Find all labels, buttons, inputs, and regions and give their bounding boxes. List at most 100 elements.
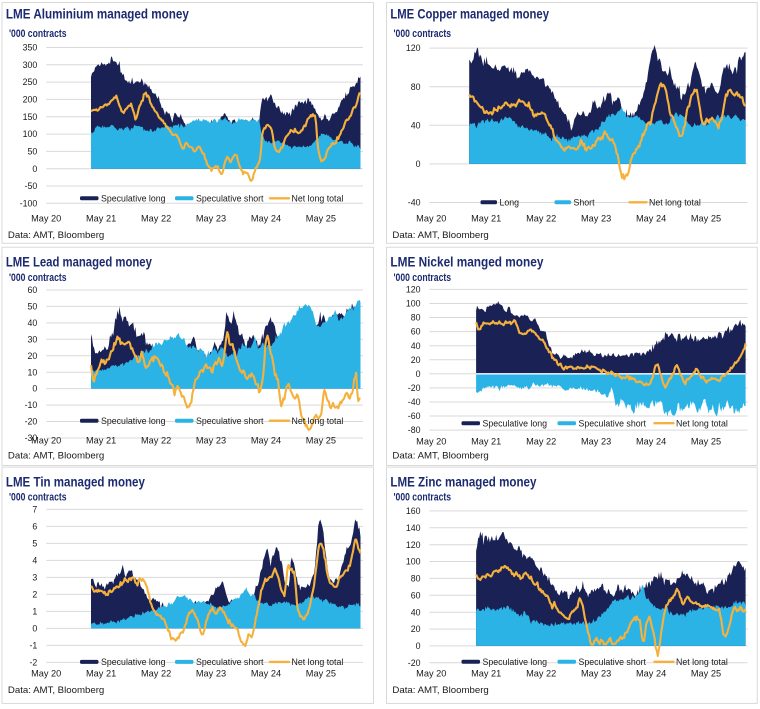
- svg-text:50: 50: [28, 147, 38, 157]
- svg-text:May 20: May 20: [416, 437, 446, 447]
- svg-text:LME Aluminium managed money: LME Aluminium managed money: [6, 7, 189, 22]
- svg-text:-10: -10: [25, 400, 38, 410]
- svg-text:80: 80: [411, 313, 421, 323]
- svg-text:May 23: May 23: [581, 668, 611, 678]
- svg-text:May 22: May 22: [141, 436, 171, 446]
- svg-text:-20: -20: [25, 417, 38, 427]
- svg-text:350: 350: [23, 43, 38, 53]
- svg-text:140: 140: [406, 523, 421, 533]
- svg-text:May 22: May 22: [526, 668, 556, 678]
- svg-text:-100: -100: [20, 198, 38, 208]
- svg-text:40: 40: [411, 341, 421, 351]
- svg-text:160: 160: [406, 506, 421, 516]
- svg-text:May 22: May 22: [141, 214, 171, 224]
- svg-text:100: 100: [406, 557, 421, 567]
- svg-text:Speculative short: Speculative short: [196, 416, 264, 426]
- svg-text:May 21: May 21: [86, 668, 116, 678]
- svg-text:300: 300: [23, 60, 38, 70]
- svg-text:May 21: May 21: [471, 437, 501, 447]
- svg-text:Speculative short: Speculative short: [579, 418, 647, 428]
- svg-text:Speculative long: Speculative long: [483, 657, 548, 667]
- svg-text:Speculative long: Speculative long: [483, 418, 548, 428]
- svg-text:80: 80: [411, 574, 421, 584]
- svg-text:Net long total: Net long total: [649, 198, 701, 208]
- svg-text:May 21: May 21: [471, 214, 501, 224]
- svg-text:6: 6: [32, 522, 37, 532]
- svg-text:50: 50: [28, 302, 38, 312]
- svg-text:May 25: May 25: [691, 437, 721, 447]
- svg-text:0: 0: [416, 641, 421, 651]
- svg-text:'000 contracts: '000 contracts: [9, 492, 67, 504]
- svg-text:May 24: May 24: [636, 437, 666, 447]
- svg-text:2: 2: [32, 590, 37, 600]
- svg-text:80: 80: [411, 82, 421, 92]
- svg-text:May 25: May 25: [306, 214, 336, 224]
- svg-text:May 23: May 23: [196, 214, 226, 224]
- svg-text:May 25: May 25: [306, 668, 336, 678]
- svg-text:Speculative long: Speculative long: [101, 416, 166, 426]
- svg-text:May 22: May 22: [526, 437, 556, 447]
- svg-text:Speculative short: Speculative short: [196, 657, 264, 667]
- svg-text:Speculative short: Speculative short: [579, 657, 647, 667]
- svg-text:Data: AMT, Bloomberg: Data: AMT, Bloomberg: [392, 230, 488, 240]
- svg-text:4: 4: [32, 556, 37, 566]
- svg-text:Data: AMT, Bloomberg: Data: AMT, Bloomberg: [8, 451, 104, 461]
- svg-text:250: 250: [23, 77, 38, 87]
- svg-text:-60: -60: [408, 411, 421, 421]
- svg-text:-80: -80: [408, 425, 421, 435]
- svg-text:100: 100: [23, 129, 38, 139]
- svg-text:10: 10: [28, 367, 38, 377]
- svg-text:May 20: May 20: [416, 668, 446, 678]
- svg-text:60: 60: [28, 285, 38, 295]
- svg-text:0: 0: [416, 159, 421, 169]
- svg-text:LME Copper managed money: LME Copper managed money: [390, 7, 549, 22]
- svg-text:0: 0: [32, 624, 37, 634]
- svg-text:May 21: May 21: [471, 668, 501, 678]
- svg-text:Short: Short: [574, 198, 596, 208]
- svg-text:120: 120: [406, 540, 421, 550]
- svg-text:May 25: May 25: [691, 668, 721, 678]
- svg-text:0: 0: [32, 164, 37, 174]
- svg-text:May 25: May 25: [306, 436, 336, 446]
- svg-text:'000 contracts: '000 contracts: [9, 28, 67, 40]
- svg-text:May 24: May 24: [636, 214, 666, 224]
- svg-text:7: 7: [32, 505, 37, 515]
- svg-text:3: 3: [32, 573, 37, 583]
- svg-text:-40: -40: [408, 198, 421, 208]
- svg-text:'000 contracts: '000 contracts: [394, 28, 452, 40]
- svg-text:LME Zinc managed money: LME Zinc managed money: [390, 474, 536, 489]
- svg-text:Data: AMT, Bloomberg: Data: AMT, Bloomberg: [392, 685, 488, 695]
- svg-text:60: 60: [411, 590, 421, 600]
- svg-text:May 20: May 20: [31, 436, 61, 446]
- svg-text:Data: AMT, Bloomberg: Data: AMT, Bloomberg: [392, 451, 488, 461]
- svg-text:20: 20: [28, 351, 38, 361]
- svg-text:40: 40: [411, 607, 421, 617]
- svg-text:May 24: May 24: [636, 668, 666, 678]
- svg-text:1: 1: [32, 607, 37, 617]
- svg-text:May 24: May 24: [251, 214, 281, 224]
- svg-text:20: 20: [411, 355, 421, 365]
- svg-text:-40: -40: [408, 397, 421, 407]
- svg-text:May 22: May 22: [141, 668, 171, 678]
- svg-text:40: 40: [411, 120, 421, 130]
- svg-text:150: 150: [23, 112, 38, 122]
- svg-text:120: 120: [406, 43, 421, 53]
- svg-text:Data: AMT, Bloomberg: Data: AMT, Bloomberg: [8, 685, 104, 695]
- svg-text:0: 0: [32, 384, 37, 394]
- svg-text:May 20: May 20: [31, 668, 61, 678]
- svg-text:May 24: May 24: [251, 668, 281, 678]
- svg-text:20: 20: [411, 624, 421, 634]
- svg-text:-20: -20: [408, 658, 421, 668]
- svg-text:Net long total: Net long total: [292, 194, 344, 204]
- svg-text:30: 30: [28, 334, 38, 344]
- svg-text:May 23: May 23: [196, 436, 226, 446]
- svg-text:-30: -30: [25, 433, 38, 443]
- svg-text:'000 contracts: '000 contracts: [394, 272, 452, 284]
- svg-text:5: 5: [32, 539, 37, 549]
- svg-text:200: 200: [23, 95, 38, 105]
- svg-text:LME Tin managed money: LME Tin managed money: [6, 474, 145, 489]
- svg-text:-1: -1: [29, 641, 37, 651]
- svg-text:LME Nickel manged money: LME Nickel manged money: [390, 255, 543, 270]
- svg-text:Speculative short: Speculative short: [196, 194, 264, 204]
- svg-text:Net long total: Net long total: [676, 657, 728, 667]
